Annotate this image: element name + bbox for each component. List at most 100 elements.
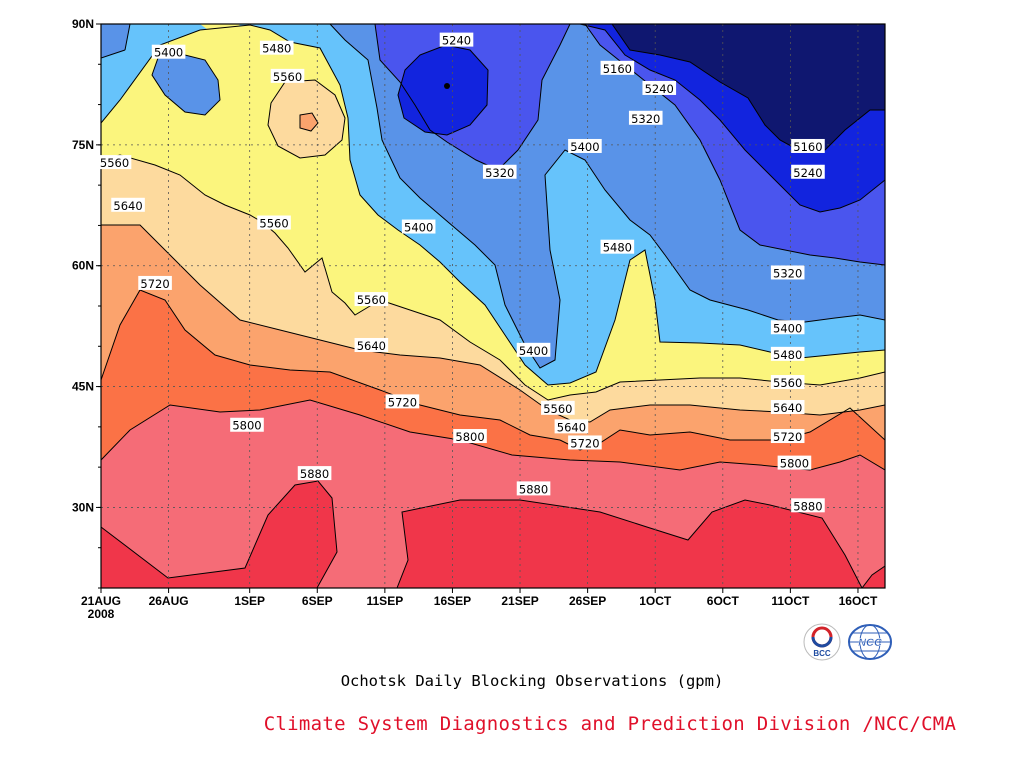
x-tick-label: 11OCT xyxy=(771,594,810,608)
contour-label: 5480 xyxy=(262,42,291,56)
contour-label-bg xyxy=(777,455,812,470)
contour-label: 5880 xyxy=(793,499,822,513)
bcc-logo-text: BCC xyxy=(813,649,831,658)
contour-label: 5560 xyxy=(357,293,386,307)
contour-label: 5880 xyxy=(519,482,548,496)
contour-label-bg xyxy=(111,197,145,212)
x-tick-label: 11SEP xyxy=(367,594,404,608)
x-tick-label: 16OCT xyxy=(839,594,878,608)
contour-label-bg xyxy=(791,138,825,153)
x-tick-label: 1SEP xyxy=(234,594,265,608)
band-below-5160 xyxy=(612,24,885,152)
contour-line-pocket-5160 xyxy=(397,44,489,136)
contour-line-5800-5880 xyxy=(101,480,885,588)
contour-line-5400-5480 xyxy=(101,24,885,386)
contour-label-bg xyxy=(516,481,551,496)
contour-label-bg xyxy=(257,215,291,230)
y-tick-label: 60N xyxy=(72,259,94,273)
contour-label: 5400 xyxy=(773,321,802,335)
contour-label-bg xyxy=(97,155,132,170)
ncc-logo: NCC xyxy=(848,624,892,660)
contour-label: 5640 xyxy=(557,420,586,434)
contour-line-pocket-5640 xyxy=(299,112,319,132)
contour-line-below-5160 xyxy=(611,24,885,153)
contour-label-bg xyxy=(516,342,551,357)
contour-label: 5240 xyxy=(645,82,674,96)
contour-label-bg xyxy=(642,80,677,95)
x-tick-label: 26AUG xyxy=(149,594,189,608)
contour-label-bg xyxy=(354,337,389,352)
contour-label: 5480 xyxy=(603,241,632,255)
contour-label: 5640 xyxy=(773,401,802,415)
credit-line: Climate System Diagnostics and Predictio… xyxy=(263,713,957,735)
contour-label: 5640 xyxy=(357,339,386,353)
contour-label-bg xyxy=(482,164,517,179)
contour-label: 5720 xyxy=(140,277,169,291)
contour-line-5480-5560 xyxy=(101,154,885,401)
contour-label: 5160 xyxy=(603,62,632,76)
contour-line-5320-5400 xyxy=(300,24,885,369)
contour-line-pocket-left xyxy=(151,54,221,116)
contour-label-bg xyxy=(770,265,805,280)
contour-label-bg xyxy=(568,138,602,153)
contour-label-bg xyxy=(151,44,186,59)
contour-label: 5320 xyxy=(773,266,802,280)
contour-label: 5560 xyxy=(543,402,572,416)
contour-label: 5720 xyxy=(388,395,417,409)
contour-line-5160-5240 xyxy=(579,24,885,213)
contour-label-bg xyxy=(230,417,264,432)
contour-label-bg xyxy=(385,394,420,409)
pocket-5640-upper xyxy=(300,113,318,131)
x-tick-label: 21SEP xyxy=(501,594,538,608)
contour-label-bg xyxy=(297,466,332,481)
filled-contours xyxy=(101,24,885,588)
y-tick-label: 90N xyxy=(72,17,94,31)
contour-label: 5400 xyxy=(154,46,183,60)
contour-label: 5400 xyxy=(570,140,599,154)
y-tick-label: 45N xyxy=(72,380,94,394)
contour-label-bg xyxy=(600,60,635,75)
contour-label: 5880 xyxy=(300,467,329,481)
contour-label-bg xyxy=(600,239,635,254)
contour-label-bg xyxy=(568,435,602,450)
contour-label: 5560 xyxy=(259,217,288,231)
x-tick-label: 1OCT xyxy=(639,594,672,608)
contour-label-bg xyxy=(138,275,172,290)
contour-label: 5800 xyxy=(232,419,261,433)
x-tick-label: 21AUG xyxy=(81,594,121,608)
contour-label: 5560 xyxy=(773,376,802,390)
contour-label-bg xyxy=(259,40,294,55)
contour-labels: 5400 5480 5560 5240 5160 5240 5320 5400 5320 5160… xyxy=(97,32,825,513)
pocket-min-dot xyxy=(444,83,450,89)
chart-caption: Ochotsk Daily Blocking Observations (gpm… xyxy=(340,672,724,690)
contour-label: 5400 xyxy=(404,221,433,235)
contour-label: 5640 xyxy=(113,199,142,213)
contour-label-bg xyxy=(354,292,389,307)
contour-label: 5720 xyxy=(773,430,802,444)
contour-label: 5800 xyxy=(780,457,809,471)
contour-label: 5400 xyxy=(519,344,548,358)
contour-label-bg xyxy=(270,68,305,83)
pocket-5400-left-top xyxy=(101,24,130,58)
contour-label: 5480 xyxy=(773,348,802,362)
bcc-logo: BCC xyxy=(803,623,841,661)
pocket-5400-upper-left xyxy=(152,55,220,115)
contour-label: 5240 xyxy=(442,34,471,48)
contour-label-bg xyxy=(453,429,487,444)
x-tick-label: 16SEP xyxy=(434,594,471,608)
contour-label-bg xyxy=(628,110,663,125)
contour-label-bg xyxy=(770,375,805,390)
contour-line-5640-5720 xyxy=(101,289,885,451)
y-tick-label: 75N xyxy=(72,138,94,152)
contour-label: 5800 xyxy=(455,430,484,444)
contour-label-bg xyxy=(401,219,436,234)
contour-label-bg xyxy=(770,400,805,415)
contour-label-bg xyxy=(791,164,825,179)
x-tick-label: 6OCT xyxy=(707,594,740,608)
contour-label: 5240 xyxy=(793,166,822,180)
contour-line-top-left xyxy=(101,24,131,59)
contour-label-bg xyxy=(770,320,805,335)
y-tick-label: 30N xyxy=(72,500,94,514)
contour-label: 5160 xyxy=(793,140,822,154)
